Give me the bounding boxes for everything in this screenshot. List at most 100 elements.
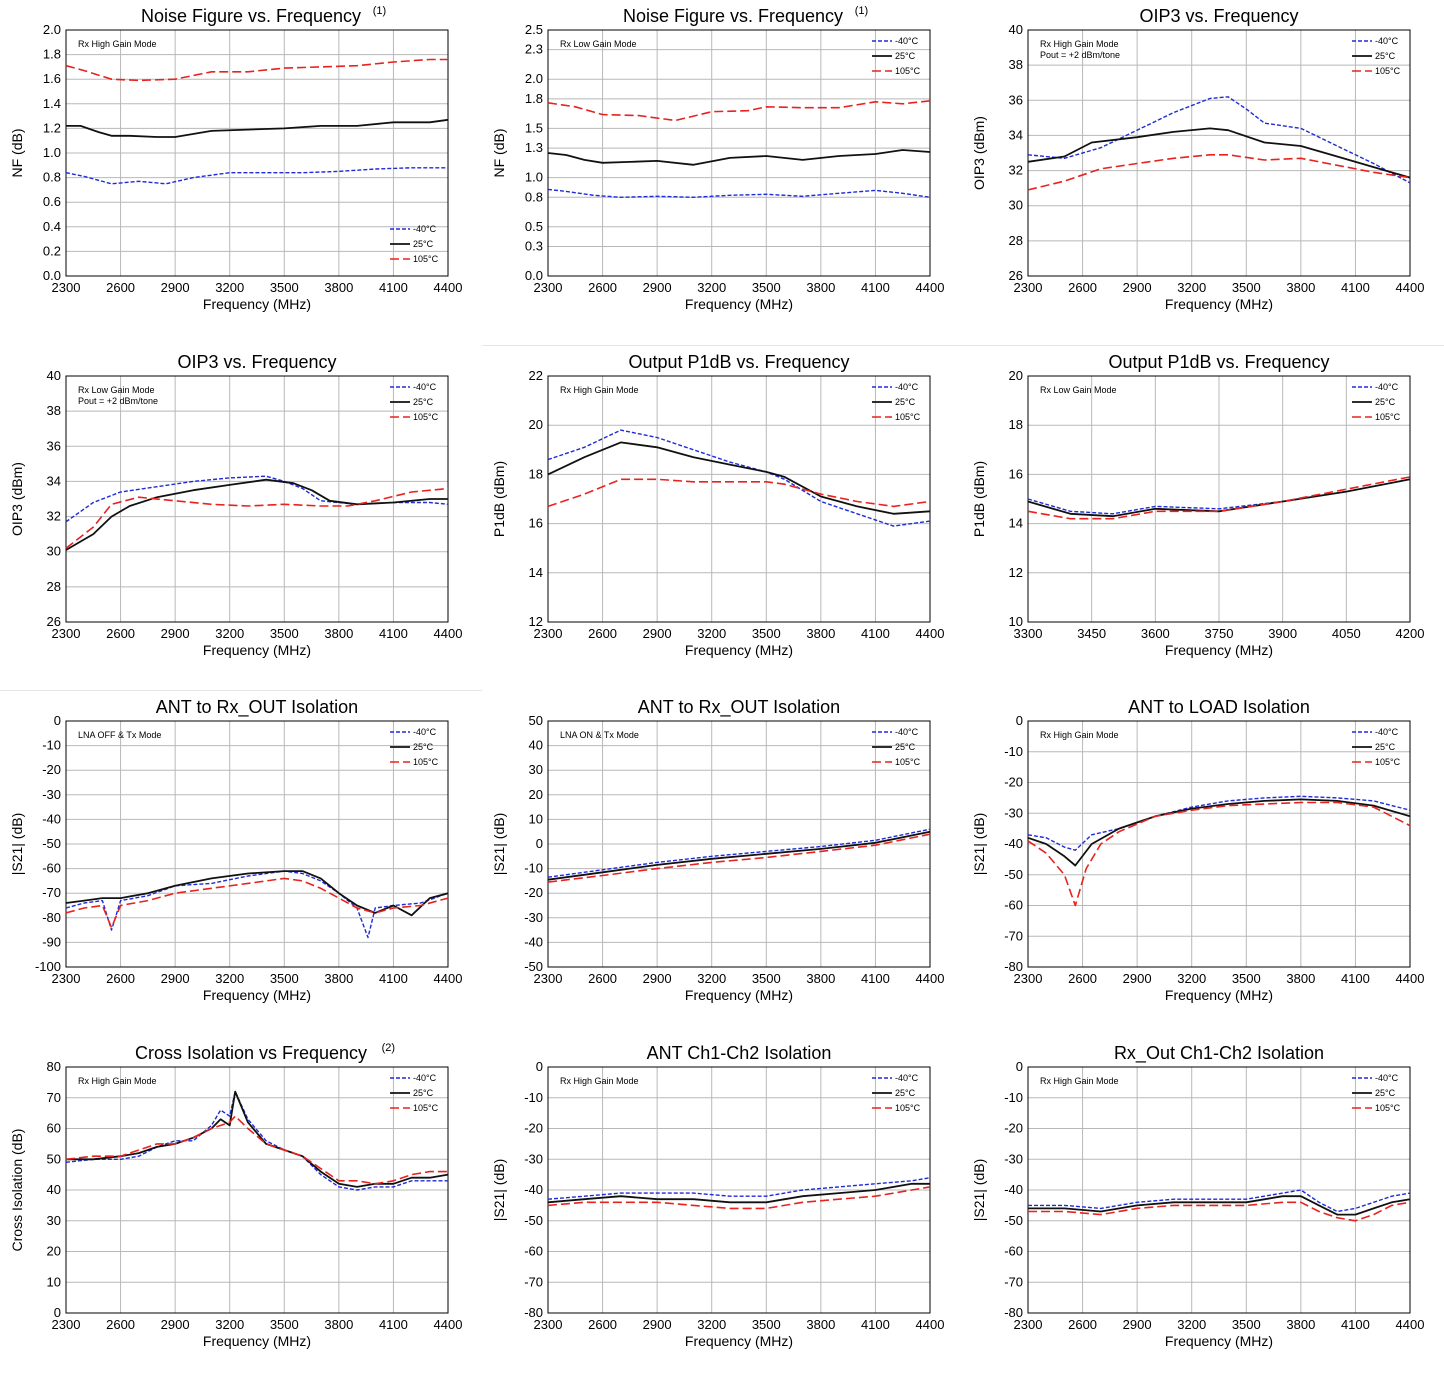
x-tick-label: 2900	[161, 1317, 190, 1332]
y-tick-label: -20	[1004, 775, 1023, 790]
y-tick-label: -10	[1004, 744, 1023, 759]
series-line	[547, 441, 931, 515]
x-tick-label: 3500	[752, 1317, 781, 1332]
y-tick-label: -70	[1004, 1274, 1023, 1289]
title-footnote: (2)	[382, 1042, 395, 1054]
y-tick-label: 1.0	[43, 145, 61, 160]
y-tick-label: -40	[524, 1182, 543, 1197]
plot-frame	[65, 375, 449, 623]
x-tick-label: 3200	[1177, 971, 1206, 986]
y-tick-label: 10	[1009, 614, 1023, 629]
y-tick-label: 28	[47, 579, 61, 594]
x-tick-label: 3500	[270, 971, 299, 986]
chart-note: Rx High Gain Mode	[1040, 1076, 1119, 1086]
y-tick-label: 10	[47, 1274, 61, 1289]
y-tick-label: -40	[1004, 836, 1023, 851]
x-tick-label: 3500	[270, 280, 299, 295]
legend-label: -40°C	[413, 382, 437, 392]
y-tick-label: 50	[47, 1151, 61, 1166]
series-line	[65, 478, 448, 551]
y-tick-label: -10	[524, 861, 543, 876]
x-tick-label: 3500	[752, 626, 781, 641]
x-axis-label: Frequency (MHz)	[685, 987, 793, 1003]
chart-panel: Rx_Out Ch1-Ch2 Isolation 2300 2600 2900 3200…	[962, 1037, 1442, 1382]
y-axis-label: NF (dB)	[491, 129, 507, 178]
x-tick-label: 2300	[534, 1317, 563, 1332]
chart-panel: Noise Figure vs. Frequency (1) 2300 2600 290…	[0, 0, 480, 345]
y-tick-label: 32	[1009, 163, 1023, 178]
chart-note: Rx Low Gain Mode	[78, 385, 155, 395]
legend-label: -40°C	[895, 36, 919, 46]
y-tick-label: 0	[1016, 1059, 1023, 1074]
x-tick-label: 2600	[588, 280, 617, 295]
chart-svg: ANT to Rx_OUT Isolation 2300 2600 2900 3200 3…	[9, 697, 462, 1003]
x-tick-label: 3500	[270, 626, 299, 641]
y-tick-label: 36	[47, 438, 61, 453]
legend-label: 25°C	[413, 742, 434, 752]
chart-svg: Noise Figure vs. Frequency (1) 2300 2600 290…	[9, 5, 462, 312]
chart-panel: OIP3 vs. Frequency 2300 2600 2900 3200 3500 38…	[0, 346, 480, 691]
x-tick-label: 3750	[1205, 626, 1234, 641]
y-tick-label: -50	[1004, 1213, 1023, 1228]
y-tick-label: 0	[536, 1059, 543, 1074]
y-tick-label: 50	[529, 713, 543, 728]
x-axis-label: Frequency (MHz)	[203, 296, 311, 312]
x-axis-label: Frequency (MHz)	[685, 1333, 793, 1349]
x-axis-label: Frequency (MHz)	[1165, 987, 1273, 1003]
y-tick-label: 40	[47, 368, 61, 383]
y-tick-label: -50	[42, 836, 61, 851]
y-tick-label: -30	[1004, 805, 1023, 820]
y-tick-label: 1.0	[525, 170, 543, 185]
legend-label: 105°C	[1375, 412, 1401, 422]
x-tick-label: 3200	[215, 1317, 244, 1332]
chart-note: Pout = +2 dBm/tone	[78, 396, 158, 406]
x-tick-label: 3500	[1232, 1317, 1261, 1332]
x-tick-label: 2600	[106, 1317, 135, 1332]
y-tick-label: 28	[1009, 233, 1023, 248]
x-tick-label: 4400	[1396, 971, 1425, 986]
chart-note: Rx High Gain Mode	[1040, 39, 1119, 49]
plot-frame	[65, 720, 449, 968]
legend-label: 25°C	[895, 397, 916, 407]
y-tick-label: 0.5	[525, 219, 543, 234]
legend-label: -40°C	[895, 1073, 919, 1083]
y-axis-label: |S21| (dB)	[971, 813, 987, 876]
x-tick-label: 4100	[379, 280, 408, 295]
x-tick-label: 2900	[643, 626, 672, 641]
series-line	[547, 188, 931, 199]
chart-svg: OIP3 vs. Frequency 2300 2600 2900 3200 3500 38…	[971, 6, 1424, 312]
x-tick-label: 3500	[752, 280, 781, 295]
y-tick-label: 70	[47, 1090, 61, 1105]
x-tick-label: 2300	[534, 280, 563, 295]
series-line	[547, 478, 931, 508]
y-tick-label: 32	[47, 509, 61, 524]
chart-title: ANT to LOAD Isolation	[1128, 697, 1310, 717]
x-tick-label: 4400	[1396, 1317, 1425, 1332]
y-tick-label: 2.0	[43, 22, 61, 37]
y-tick-label: 0.0	[43, 268, 61, 283]
x-tick-label: 3450	[1077, 626, 1106, 641]
y-axis-label: |S21| (dB)	[9, 813, 25, 876]
y-tick-label: 20	[1009, 368, 1023, 383]
legend-label: 105°C	[413, 412, 439, 422]
series-line	[547, 429, 931, 527]
x-axis-label: Frequency (MHz)	[1165, 1333, 1273, 1349]
legend-label: 25°C	[413, 397, 434, 407]
series-line	[1028, 1201, 1411, 1222]
x-tick-label: 3800	[806, 280, 835, 295]
chart-svg: Output P1dB vs. Frequency 2300 2600 2900 320…	[491, 352, 944, 658]
chart-panel: Noise Figure vs. Frequency (1) 2300 2600 290…	[482, 0, 962, 345]
legend-label: 25°C	[1375, 51, 1396, 61]
x-axis-label: Frequency (MHz)	[685, 642, 793, 658]
series-line	[547, 1177, 931, 1200]
x-tick-label: 3200	[215, 280, 244, 295]
legend-label: 105°C	[1375, 66, 1401, 76]
x-tick-label: 3200	[697, 1317, 726, 1332]
x-tick-label: 2900	[161, 971, 190, 986]
series-line	[65, 167, 448, 185]
x-tick-label: 3800	[324, 626, 353, 641]
series-line	[1027, 154, 1411, 191]
x-tick-label: 4100	[1341, 971, 1370, 986]
x-tick-label: 2900	[1123, 1317, 1152, 1332]
legend-label: 25°C	[895, 51, 916, 61]
